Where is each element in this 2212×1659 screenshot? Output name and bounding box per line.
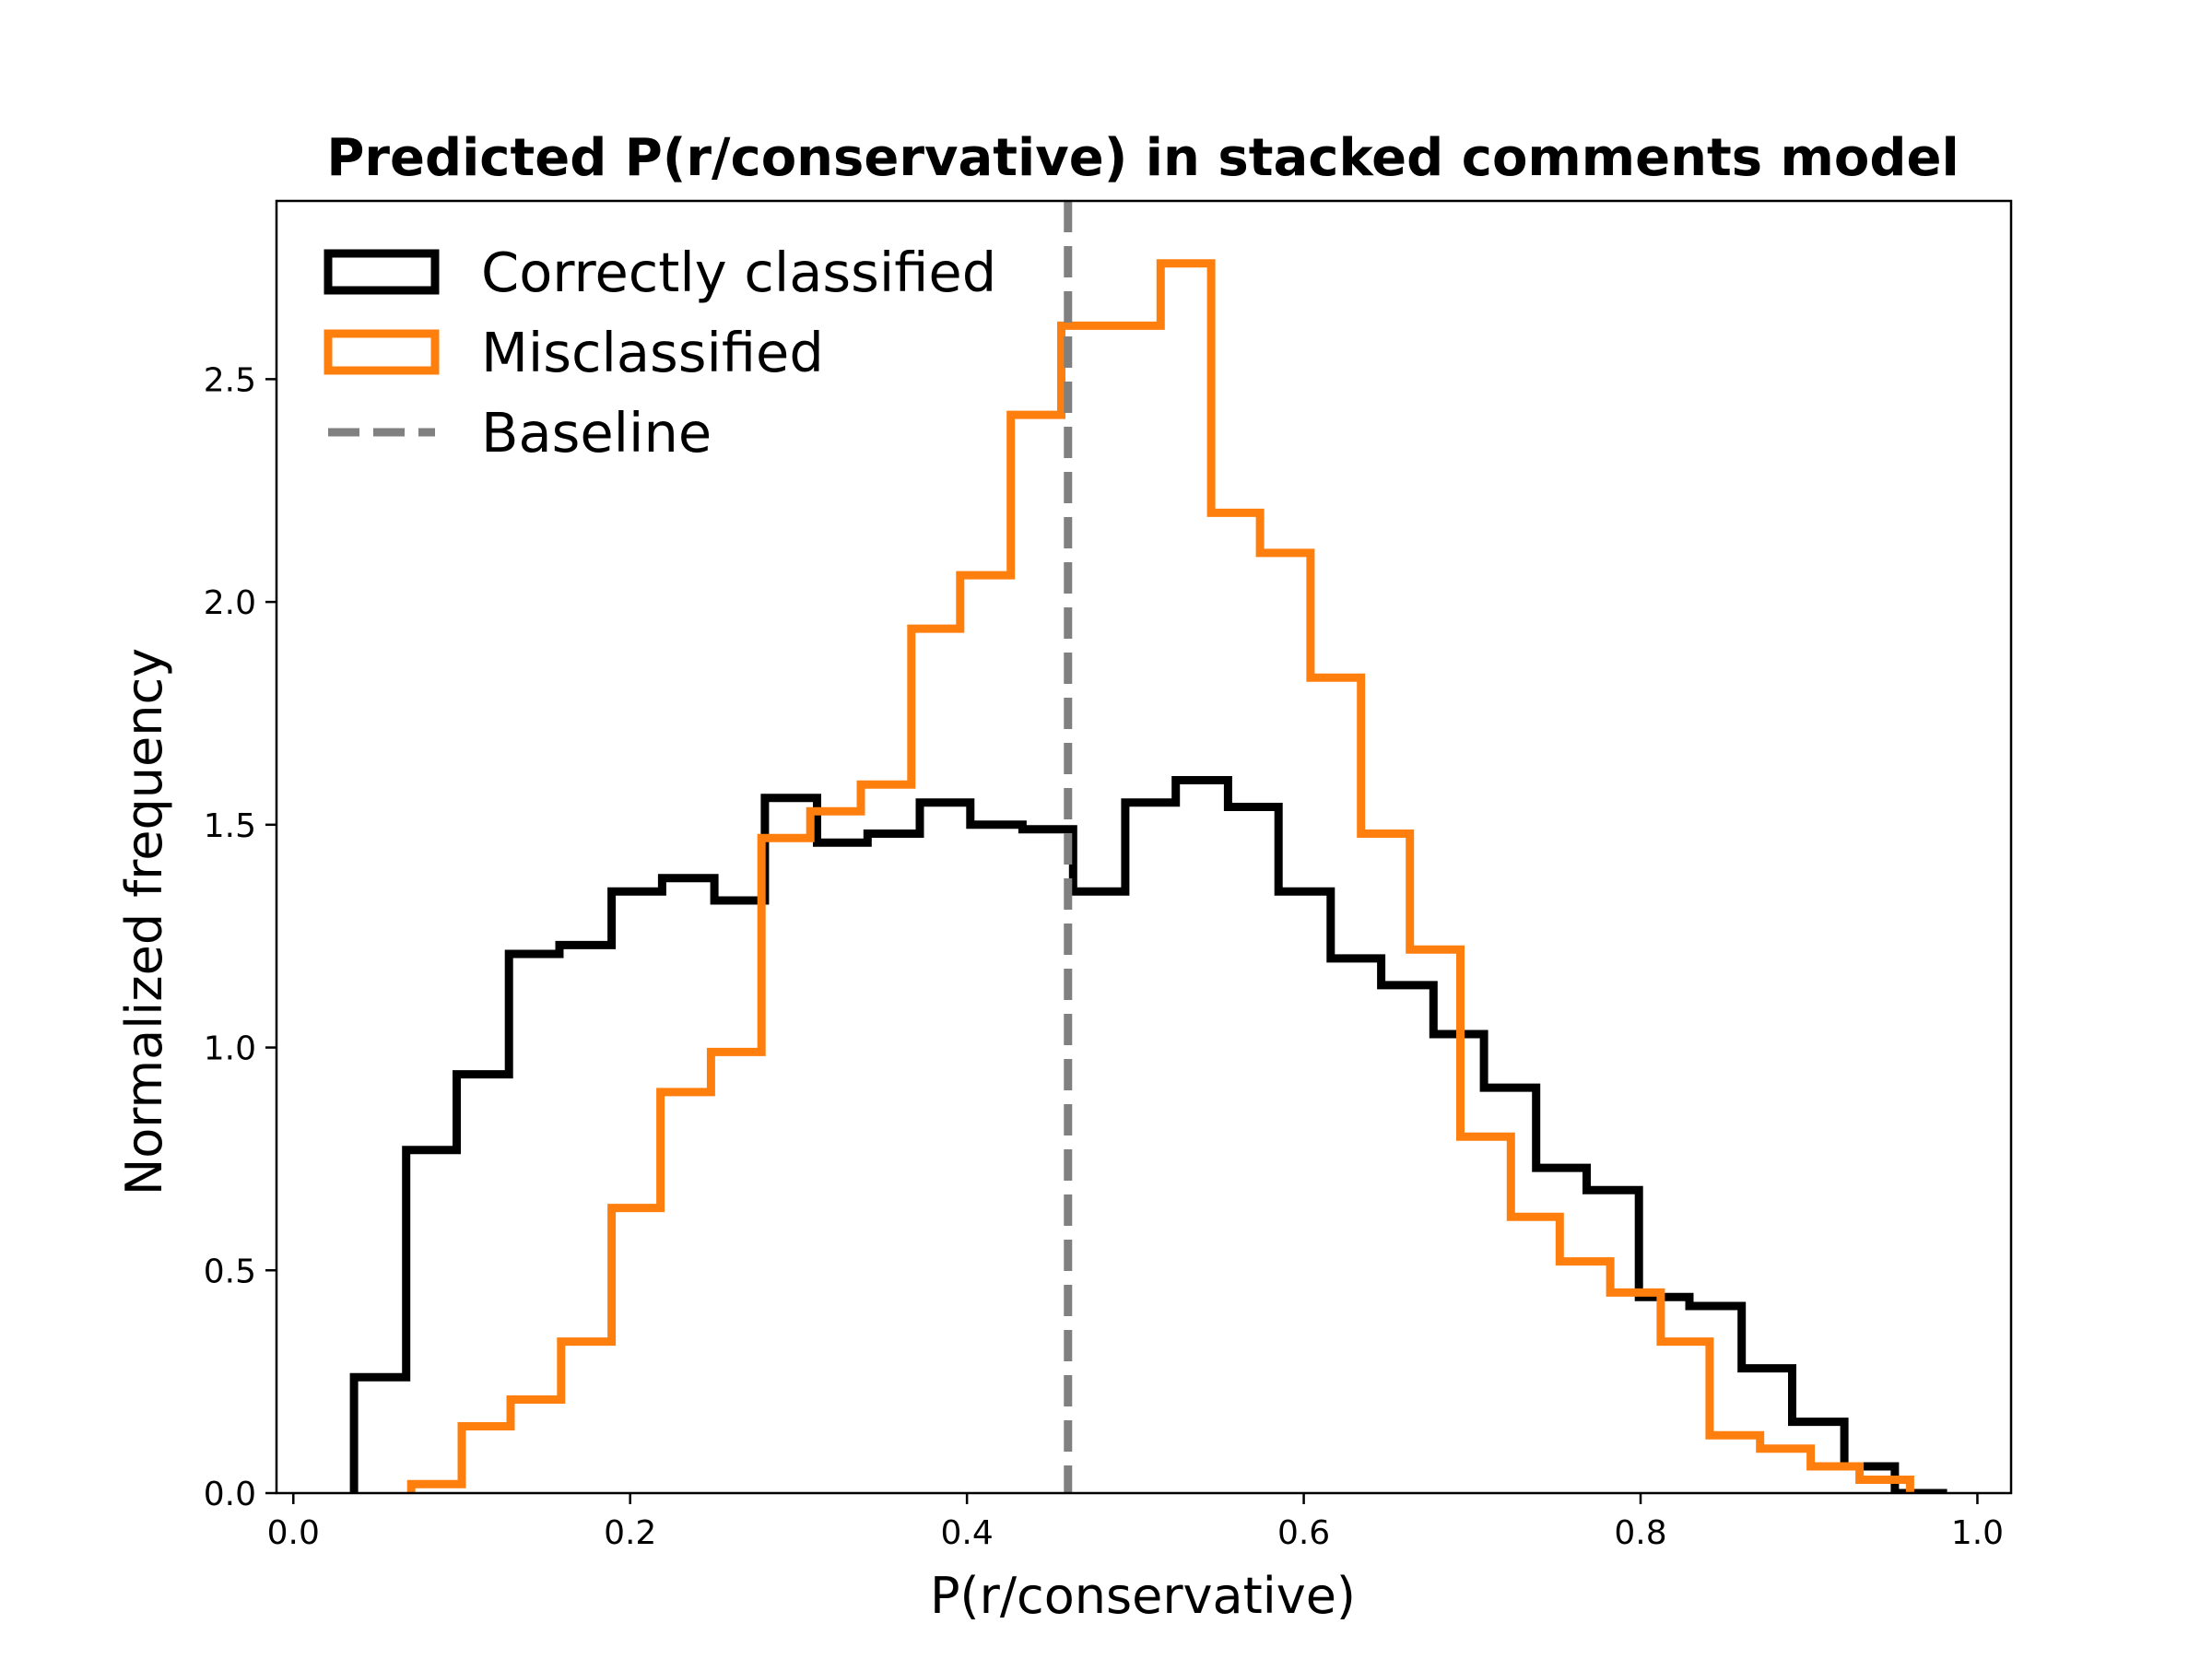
- y-tick-label: 2.0: [204, 584, 256, 622]
- legend-swatch-correctly-classified: [324, 249, 440, 295]
- legend-label-correctly-classified: Correctly classified: [481, 241, 996, 304]
- x-tick-label: 0.0: [267, 1514, 320, 1552]
- y-tick-label: 1.0: [204, 1030, 256, 1068]
- axes-frame: [275, 199, 2013, 1495]
- series-correctly-classified-step: [349, 776, 1947, 1493]
- series-misclassified-step: [406, 259, 1914, 1493]
- legend-swatch-misclassified: [324, 329, 440, 375]
- legend: Correctly classified Misclassified Baselin…: [324, 241, 996, 465]
- y-tick-label: 2.5: [204, 361, 256, 399]
- y-tick-label: 1.5: [204, 807, 256, 845]
- x-tick-label: 0.2: [604, 1514, 656, 1552]
- x-tick-label: 1.0: [1951, 1514, 2004, 1552]
- x-tick-label: 0.4: [941, 1514, 994, 1552]
- x-axis-label: P(r/conservative): [930, 1567, 1356, 1625]
- y-tick-label: 0.5: [204, 1253, 256, 1290]
- plot-area: 0.0 0.2 0.4 0.6 0.8 1.0 0.0 0.5 1.0 1.5 2.0 2.5: [204, 199, 2013, 1552]
- x-tick-label: 0.6: [1277, 1514, 1330, 1552]
- chart-title: Predicted P(r/conservative) in stacked c…: [326, 128, 1959, 188]
- legend-label-misclassified: Misclassified: [481, 321, 824, 384]
- legend-label-baseline: Baseline: [481, 401, 712, 465]
- series-group: [349, 259, 1947, 1493]
- x-tick-label: 0.8: [1614, 1514, 1666, 1552]
- y-tick-label: 0.0: [204, 1476, 256, 1513]
- y-axis-label: Normalized frequency: [115, 648, 173, 1195]
